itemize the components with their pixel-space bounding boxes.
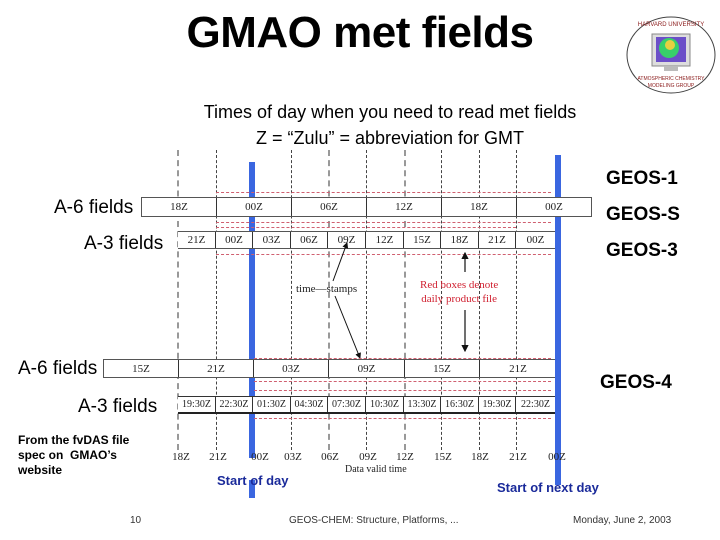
start-of-next-day-label: Start of next day [497,480,599,495]
time-cell: 21Z [509,362,527,375]
a6-row-upper: 18Z 00Z 06Z 12Z 18Z 00Z [141,197,592,217]
axis-tick: 12Z [396,451,414,463]
start-of-day-marker [249,246,255,458]
harvard-logo: HARVARD UNIVERSITY ATMOSPHERIC CHEMISTRY… [624,12,718,98]
time-cell: 19:30Z [178,397,216,412]
time-cell: 16:30Z [441,397,479,412]
red-note-line-1: Red boxes denote [420,279,499,291]
time-cell: 22:30Z [521,399,550,410]
time-stamps-label: time—stamps [296,283,358,295]
time-cell: 15Z [404,232,441,248]
a6-fields-label-upper: A-6 fields [54,197,134,218]
time-cell: 03Z [253,232,291,248]
axis-tick: 00Z [251,451,269,463]
svg-text:MODELING GROUP: MODELING GROUP [648,83,695,89]
source-note-line-2: spec on GMAO’s [18,448,117,462]
time-cell: 06Z [292,198,367,216]
harvard-atmospheric-chemistry-logo-icon: HARVARD UNIVERSITY ATMOSPHERIC CHEMISTRY… [626,16,716,94]
time-cell: 21Z [479,232,516,248]
time-cell: 13:30Z [404,397,441,412]
start-of-day-marker [249,216,255,234]
time-cell: 19:30Z [479,397,516,412]
start-of-day-label: Start of day [217,473,289,488]
geos-4-label: GEOS-4 [600,372,672,393]
time-cell: 18Z [442,198,517,216]
axis-tick: 03Z [284,451,302,463]
source-note-line-3: website [18,463,63,477]
subtitle-zulu: Z = “Zulu” = abbreviation for GMT [255,128,525,148]
axis-tick: 06Z [321,451,339,463]
red-daily-box-line [254,381,551,382]
slide-title: GMAO met fields [186,8,535,57]
time-cell: 21Z [179,360,254,377]
axis-label: Data valid time [345,464,407,475]
a3-fields-label-upper: A-3 fields [84,233,164,254]
axis-tick: 18Z [172,451,190,463]
time-cell: 01:30Z [253,397,291,412]
footer-date: Monday, June 2, 2003 [573,515,672,526]
red-daily-box-line [216,254,551,255]
time-cell: 12Z [367,198,442,216]
time-cell: 07:30Z [328,397,366,412]
time-cell: 03Z [254,360,329,377]
subtitle-times: Times of day when you need to read met f… [203,102,577,122]
red-daily-box-line [216,222,551,223]
geos-1-label: GEOS-1 [606,168,678,189]
time-cell: 15Z [104,360,179,377]
time-cell: 18Z [441,232,479,248]
start-of-day-marker [249,162,255,200]
time-cell: 09Z [329,360,405,377]
geos-3-label: GEOS-3 [606,240,678,261]
time-cell: 18Z [142,198,217,216]
geos-s-label: GEOS-S [606,204,680,225]
time-cell: 22:30Z [216,397,253,412]
red-boxes-note: Red boxes denote daily product file [420,278,498,306]
time-cell: 00Z [526,234,545,246]
time-cell: 10:30Z [366,397,404,412]
time-cell: 00Z [216,232,253,248]
svg-text:ATMOSPHERIC CHEMISTRY: ATMOSPHERIC CHEMISTRY [637,76,705,82]
time-cell: 06Z [291,232,328,248]
axis-tick: 09Z [359,451,377,463]
time-cell: 00Z [545,201,563,213]
a6-fields-label-lower: A-6 fields [18,358,98,379]
axis-tick: 18Z [471,451,489,463]
red-note-line-2: daily product file [421,293,497,305]
red-daily-box-line [254,390,551,391]
axis-tick: 21Z [509,451,527,463]
axis-tick: 21Z [209,451,227,463]
a3-fields-label-lower: A-3 fields [78,396,158,417]
start-of-next-day-marker [555,155,561,485]
red-daily-box-line [254,418,551,419]
red-daily-box-line [216,227,516,228]
axis-tick: 00Z [548,451,566,463]
svg-text:HARVARD UNIVERSITY: HARVARD UNIVERSITY [638,22,704,28]
time-cell: 04:30Z [291,397,328,412]
source-note: From the fvDAS file spec on GMAO’s websi… [18,433,129,478]
red-daily-box-line [254,358,551,359]
a3-row-upper: 21Z 00Z 03Z 06Z 09Z 12Z 15Z 18Z 21Z 00Z [178,231,555,249]
time-cell: 21Z [178,232,216,248]
source-note-line-1: From the fvDAS file [18,433,130,447]
a3-row-lower: 19:30Z 22:30Z 01:30Z 04:30Z 07:30Z 10:30… [178,396,555,414]
footer-title: GEOS-CHEM: Structure, Platforms, ... [289,515,459,526]
time-cell: 09Z [328,232,366,248]
time-cell: 12Z [366,232,404,248]
start-of-day-marker [249,480,255,498]
page-number: 10 [130,515,142,526]
time-cell: 15Z [405,360,480,377]
time-cell: 00Z [217,198,292,216]
axis-tick: 15Z [434,451,452,463]
red-daily-box-line [216,192,551,193]
a6-row-lower: 15Z 21Z 03Z 09Z 15Z 21Z [103,359,555,378]
